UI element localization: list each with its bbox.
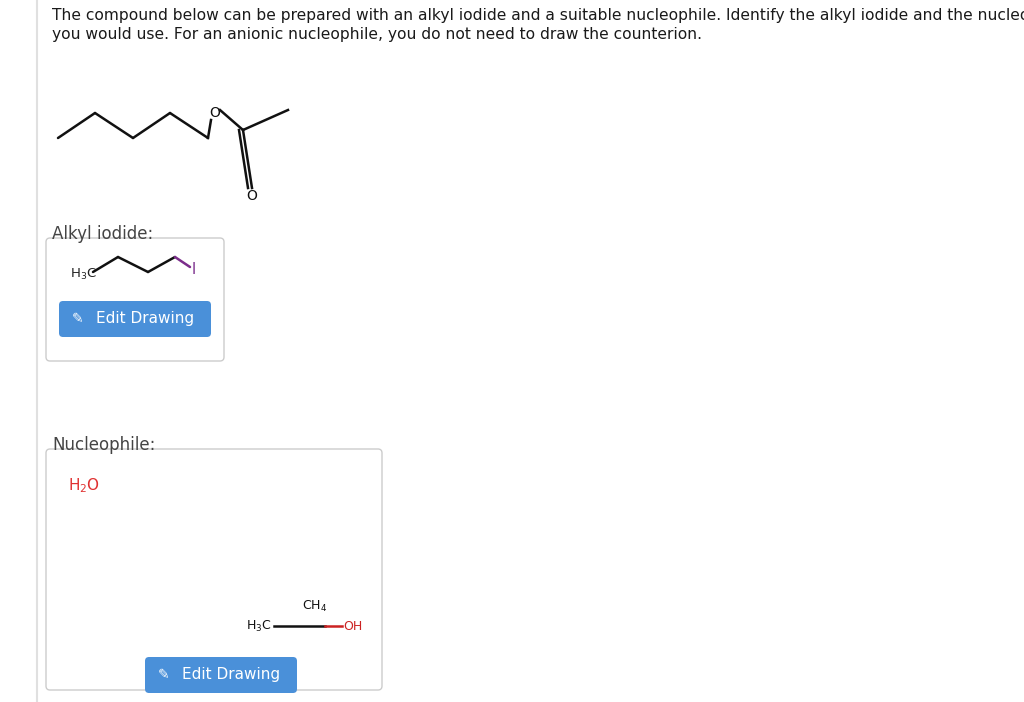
FancyBboxPatch shape: [59, 301, 211, 337]
Text: you would use. For an anionic nucleophile, you do not need to draw the counterio: you would use. For an anionic nucleophil…: [52, 27, 702, 42]
Text: OH: OH: [343, 619, 362, 633]
Text: CH$_4$: CH$_4$: [302, 599, 328, 614]
Text: Edit Drawing: Edit Drawing: [96, 312, 195, 326]
Text: I: I: [193, 263, 197, 277]
Text: H$_3$C: H$_3$C: [70, 267, 97, 282]
FancyBboxPatch shape: [46, 238, 224, 361]
Text: Nucleophile:: Nucleophile:: [52, 436, 156, 454]
Text: ✎: ✎: [72, 312, 84, 326]
Text: O: O: [247, 189, 257, 203]
FancyBboxPatch shape: [46, 449, 382, 690]
Text: ✎: ✎: [158, 668, 170, 682]
Text: H$_3$C: H$_3$C: [247, 618, 272, 633]
Text: H$_2$O: H$_2$O: [68, 476, 100, 495]
Text: The compound below can be prepared with an alkyl iodide and a suitable nucleophi: The compound below can be prepared with …: [52, 8, 1024, 23]
Text: Edit Drawing: Edit Drawing: [182, 668, 280, 682]
FancyBboxPatch shape: [145, 657, 297, 693]
Text: Alkyl iodide:: Alkyl iodide:: [52, 225, 154, 243]
Text: O: O: [210, 106, 220, 120]
